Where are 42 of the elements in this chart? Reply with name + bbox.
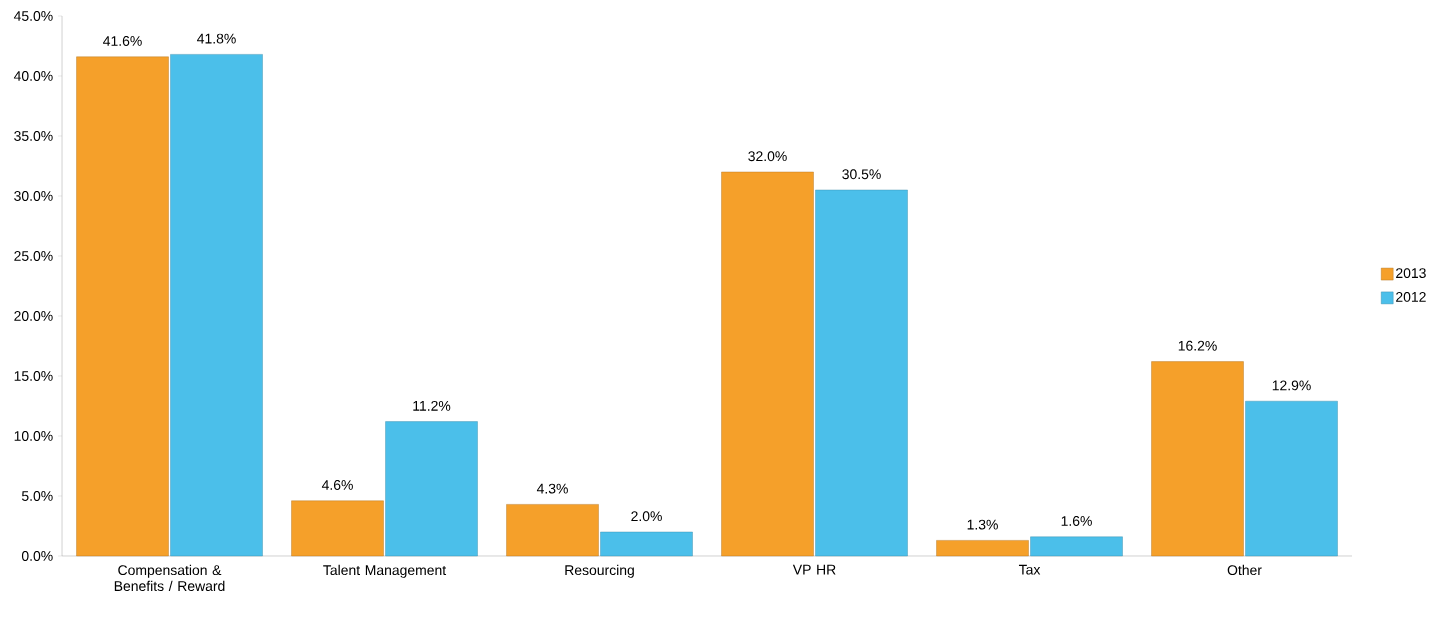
x-tick-label: Compensation & Benefits / Reward bbox=[114, 564, 225, 592]
data-label: 1.6% bbox=[1061, 516, 1092, 526]
bar bbox=[721, 171, 814, 557]
bar bbox=[291, 500, 384, 557]
y-tick-label: 0.0% bbox=[21, 551, 53, 561]
data-label: 4.3% bbox=[536, 483, 568, 494]
legend-label: 2013 bbox=[1396, 268, 1426, 279]
y-tick-label: 30.0% bbox=[14, 191, 53, 201]
bar bbox=[1245, 400, 1338, 557]
y-tick-label: 10.0% bbox=[14, 431, 53, 441]
bar bbox=[815, 189, 908, 557]
y-tick-label: 15.0% bbox=[14, 371, 53, 381]
x-tick-label: Other bbox=[1227, 564, 1262, 576]
y-tick-label: 25.0% bbox=[14, 251, 53, 261]
bar bbox=[600, 531, 693, 557]
bar bbox=[170, 54, 263, 557]
data-label: 32.0% bbox=[748, 151, 787, 162]
x-tick-label: VP HR bbox=[792, 564, 836, 575]
data-label: 30.5% bbox=[842, 169, 881, 180]
data-label: 41.6% bbox=[103, 36, 142, 46]
bar bbox=[1030, 536, 1123, 557]
x-tick-label: Resourcing bbox=[565, 564, 634, 578]
x-tick-label: Tax bbox=[1018, 564, 1041, 575]
y-tick-label: 45.0% bbox=[13, 11, 53, 21]
data-label: 41.8% bbox=[197, 33, 236, 44]
bar bbox=[1151, 361, 1244, 557]
data-label: 11.2% bbox=[413, 400, 451, 411]
bar bbox=[76, 56, 169, 557]
data-label: 4.6% bbox=[321, 480, 353, 490]
data-label: 16.2% bbox=[1178, 340, 1217, 351]
bar bbox=[506, 504, 599, 557]
bar bbox=[936, 540, 1029, 557]
data-label: 12.9% bbox=[1272, 380, 1311, 391]
legend-label: 2012 bbox=[1396, 291, 1426, 302]
y-tick-label: 5.0% bbox=[21, 491, 53, 501]
y-tick-label: 20.0% bbox=[14, 311, 53, 321]
y-tick-label: 40.0% bbox=[13, 71, 53, 81]
data-label: 1.3% bbox=[967, 519, 998, 530]
y-tick-label: 35.0% bbox=[14, 131, 53, 141]
data-label: 2.0% bbox=[631, 511, 662, 522]
bar bbox=[385, 421, 478, 557]
x-tick-label: Talent Management bbox=[323, 564, 447, 578]
